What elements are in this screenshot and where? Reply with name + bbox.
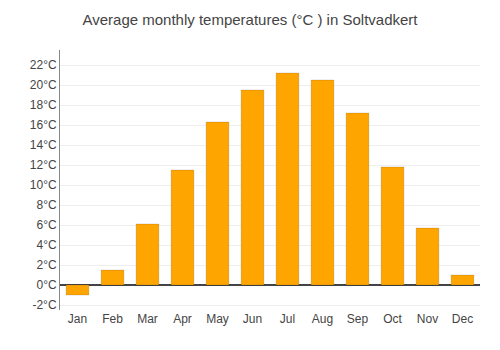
svg-text:Jan: Jan: [68, 312, 87, 326]
svg-text:May: May: [206, 312, 229, 326]
svg-text:18°C: 18°C: [30, 98, 57, 112]
svg-text:Average monthly temperatures (: Average monthly temperatures (°C ) in So…: [82, 11, 418, 28]
svg-text:4°C: 4°C: [36, 238, 56, 252]
svg-text:2°C: 2°C: [36, 258, 56, 272]
svg-text:Jul: Jul: [280, 312, 295, 326]
svg-text:Sep: Sep: [347, 312, 369, 326]
svg-text:22°C: 22°C: [30, 58, 57, 72]
svg-text:Dec: Dec: [452, 312, 473, 326]
svg-text:Mar: Mar: [137, 312, 158, 326]
svg-text:Nov: Nov: [417, 312, 438, 326]
svg-text:Jun: Jun: [243, 312, 262, 326]
svg-text:20°C: 20°C: [30, 78, 57, 92]
svg-text:14°C: 14°C: [30, 138, 57, 152]
svg-text:Aug: Aug: [312, 312, 333, 326]
svg-text:16°C: 16°C: [30, 118, 57, 132]
svg-text:0°C: 0°C: [36, 278, 56, 292]
svg-text:10°C: 10°C: [30, 178, 57, 192]
svg-text:12°C: 12°C: [30, 158, 57, 172]
svg-text:6°C: 6°C: [36, 218, 56, 232]
svg-text:Apr: Apr: [173, 312, 192, 326]
svg-text:-2°C: -2°C: [32, 298, 56, 312]
svg-text:Feb: Feb: [102, 312, 123, 326]
svg-text:Oct: Oct: [383, 312, 402, 326]
svg-text:8°C: 8°C: [36, 198, 56, 212]
